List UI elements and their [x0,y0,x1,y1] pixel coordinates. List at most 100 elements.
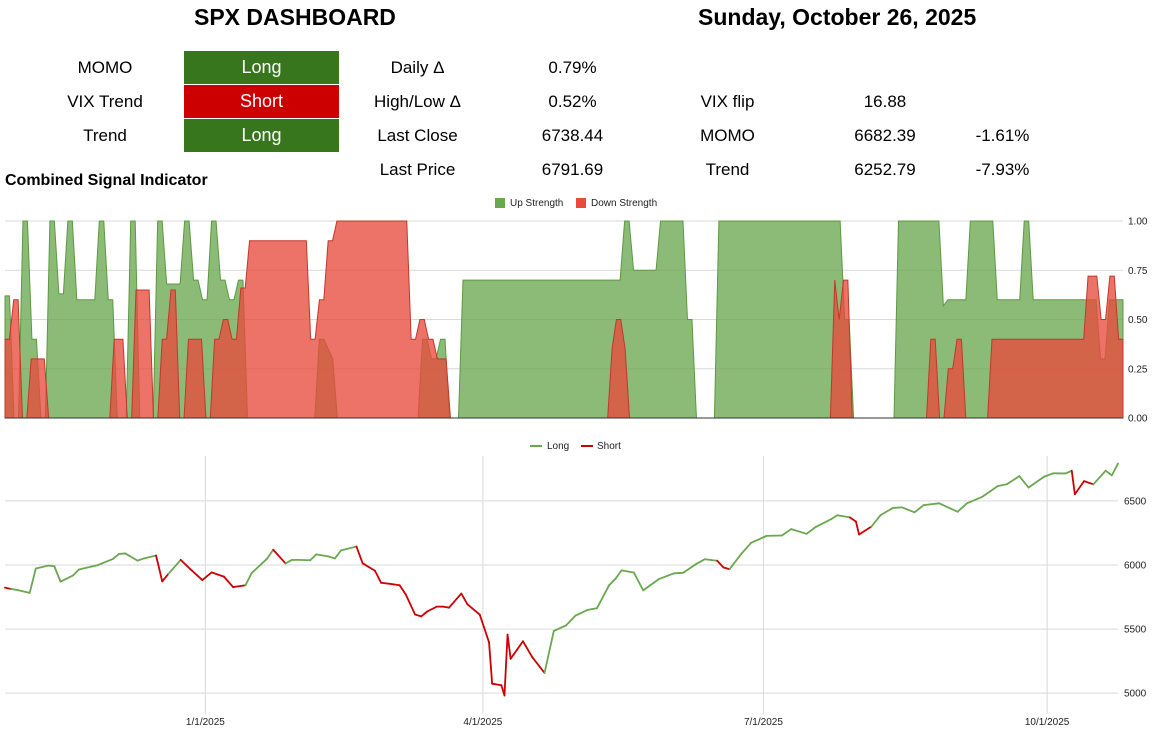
long-price-segment [750,534,768,544]
long-price-segment [543,630,555,674]
short-price-segment [272,548,287,565]
long-price-segment [28,567,37,594]
long-price-segment [608,577,617,586]
short-price-segment [4,586,13,590]
short-price-segment [201,571,213,582]
long-price-segment [596,584,611,610]
long-price-segment [244,572,253,587]
level-label-trend: Trend [705,160,750,179]
signal-label-trend: Trend [83,126,127,145]
long-price-segment [574,608,589,617]
long-price-segment [266,548,275,560]
long-price-segment [167,558,182,575]
long-price-segment [682,563,697,574]
long-price-segment [956,502,968,513]
dashboard-title: SPX DASHBOARD [194,4,396,30]
short-price-segment [398,584,407,596]
short-price-segment [855,520,860,536]
signal-badge-vix-trend: Short [184,85,339,118]
long-price-segment [790,528,808,535]
long-price-segment [59,574,74,583]
long-price-segment [1018,475,1030,489]
short-price-segment [420,610,429,618]
short-price-segment [355,545,364,565]
short-price-segment [441,605,450,609]
long-price-segment [642,578,660,592]
long-price-segment [1110,462,1119,477]
long-price-segment [78,565,93,571]
long-price-segment [333,549,342,560]
short-price-segment [404,593,416,616]
long-price-segment [892,506,904,509]
dashboard-date: Sunday, October 26, 2025 [698,4,977,30]
price-x-tick-label: 7/1/2025 [744,717,783,728]
long-price-segment [1043,472,1055,478]
short-price-segment [374,569,383,584]
long-price-segment [694,558,706,566]
long-price-segment [1104,469,1113,477]
level-value-vix-flip: 16.88 [863,92,907,111]
long-price-segment [673,571,685,575]
price-y-tick-label: 5000 [1124,689,1147,700]
short-price-segment [1070,469,1076,496]
level-value-momo: 6682.39 [854,126,916,145]
short-price-segment [531,656,546,674]
level-pct-trend: -7.93% [975,160,1030,179]
price-signal-chart: Long Short 5000 5500 6000 6500 1/1/2025 4/1/202… [4,441,1147,728]
stat-label-last-price: Last Price [379,160,456,179]
long-price-segment [870,514,882,528]
signal-strength-chart: Up Strength Down Strength 0.00 0.25 0.50 0.75… [4,198,1148,425]
legend-label-down-strength: Down Strength [591,198,657,209]
stat-value-last-close: 6738.44 [541,126,604,145]
long-price-segment [142,554,157,560]
short-price-segment [466,603,481,616]
short-price-segment [1083,480,1095,486]
long-price-segment [250,557,268,574]
short-price-segment [1073,480,1085,496]
price-y-tick-label: 6000 [1124,560,1147,571]
legend-swatch-up-strength [495,198,505,208]
short-price-segment [509,640,524,660]
short-price-segment [716,559,725,569]
signal-label-momo: MOMO [77,58,133,77]
long-price-segment [1027,475,1045,489]
short-price-segment [503,633,509,697]
long-price-segment [814,518,833,528]
stat-label-daily-delta: Daily Δ [390,58,445,77]
long-price-segment [96,558,114,567]
long-price-segment [620,569,635,574]
short-price-segment [722,566,731,571]
short-price-segment [426,605,438,613]
long-price-segment [1092,469,1107,486]
long-price-segment [913,504,925,514]
strength-y-tick-label: 0.25 [1128,364,1148,375]
stat-value-daily-delta: 0.79% [548,58,597,77]
strength-y-tick-label: 0.00 [1128,414,1148,425]
long-price-segment [118,552,127,555]
long-price-segment [112,553,120,560]
signal-badge-trend: Long [184,119,339,152]
price-y-tick-label: 6500 [1124,496,1147,507]
long-price-segment [981,485,999,498]
short-price-segment [491,682,503,687]
long-price-segment [47,564,56,568]
long-price-segment [309,553,318,562]
long-price-segment [1006,475,1021,485]
short-price-segment [522,640,534,658]
legend-swatch-down-strength [576,198,586,208]
short-price-segment [858,525,873,536]
signal-badge-momo: Long [184,51,339,84]
stat-value-high-low-delta: 0.52% [548,92,597,111]
level-pct-momo: -1.61% [975,126,1030,145]
price-x-tick-label: 4/1/2025 [463,717,502,728]
signal-label-vix-trend: VIX Trend [67,92,143,111]
long-price-segment [34,564,50,570]
long-price-segment [284,559,293,565]
legend-label-up-strength: Up Strength [510,198,563,209]
price-legend: Long Short [530,441,621,452]
stat-value-last-price: 6791.69 [541,160,604,179]
short-price-segment [189,567,204,582]
price-x-tick-label: 10/1/2025 [1025,717,1070,728]
strength-legend: Up Strength Down Strength [495,198,657,209]
long-price-segment [53,565,62,583]
